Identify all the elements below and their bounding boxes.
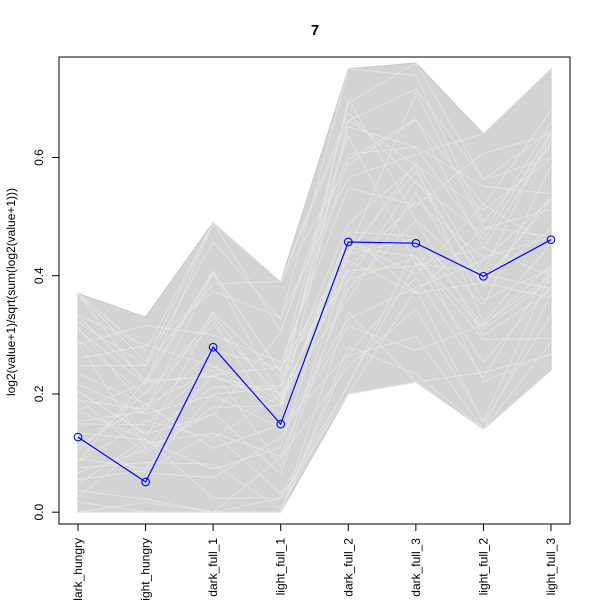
- profile-line: [77, 204, 552, 440]
- series-layer: [73, 235, 556, 487]
- y-tick-label: 0.0: [32, 504, 46, 521]
- x-tick-label: dark_full_3: [409, 538, 423, 597]
- profile-line: [77, 165, 552, 411]
- y-axis-label: log2(value+1)/sqrt(sum(log2(value+1))): [4, 188, 18, 396]
- profile-line: [78, 369, 552, 513]
- series-line: [77, 239, 552, 483]
- profile-line: [77, 119, 552, 352]
- data-point: [411, 238, 421, 248]
- profile-line: [77, 165, 552, 469]
- profile-line: [77, 178, 552, 449]
- profile-line: [77, 208, 552, 455]
- x-tick-label: light_full_1: [274, 538, 288, 596]
- y-tick-label: 0.4: [32, 267, 46, 284]
- x-tick-label: dark_full_1: [206, 538, 220, 597]
- data-point: [546, 235, 556, 245]
- profile-line: [77, 268, 552, 429]
- data-point: [73, 432, 83, 442]
- profile-line: [77, 192, 552, 463]
- y-tick-label: 0.2: [32, 385, 46, 402]
- profile-line: [77, 257, 552, 475]
- profile-line: [77, 201, 552, 463]
- x-tick-label: dark_hungry: [71, 538, 85, 600]
- x-tick-label: dark_full_2: [341, 538, 355, 597]
- profile-line: [77, 110, 552, 363]
- x-tick-label: light_full_2: [476, 538, 490, 596]
- data-point: [141, 477, 150, 487]
- profile-line: [77, 91, 552, 410]
- profile-line: [77, 170, 552, 422]
- profile-line: [77, 272, 552, 513]
- profile-line: [77, 219, 552, 498]
- data-point: [343, 237, 353, 247]
- profile-line: [77, 88, 552, 416]
- profile-line: [77, 126, 552, 434]
- background-profile-band: [77, 62, 552, 513]
- x-axis: dark_hungry light_hungry dark_full_1 light_…: [71, 524, 558, 600]
- data-point: [276, 419, 286, 429]
- profile-line: [77, 243, 552, 495]
- profile-line: [77, 62, 552, 381]
- profile-line: [77, 68, 552, 359]
- profile-line: [77, 260, 552, 468]
- profile-line: [77, 68, 552, 367]
- y-tick-label: 0.6: [32, 149, 46, 166]
- data-point: [208, 342, 218, 352]
- chart-title: 7: [311, 22, 319, 39]
- profile-line: [77, 246, 552, 411]
- profile-line: [77, 131, 552, 385]
- profile-line: [77, 231, 552, 470]
- profile-line: [77, 275, 552, 478]
- profile-line: [77, 133, 552, 363]
- x-tick-label: light_hungry: [139, 538, 153, 600]
- x-tick-label: light_full_3: [544, 538, 558, 596]
- data-point: [479, 271, 488, 281]
- y-axis: 0.0 0.2 0.4 0.6: [32, 149, 60, 521]
